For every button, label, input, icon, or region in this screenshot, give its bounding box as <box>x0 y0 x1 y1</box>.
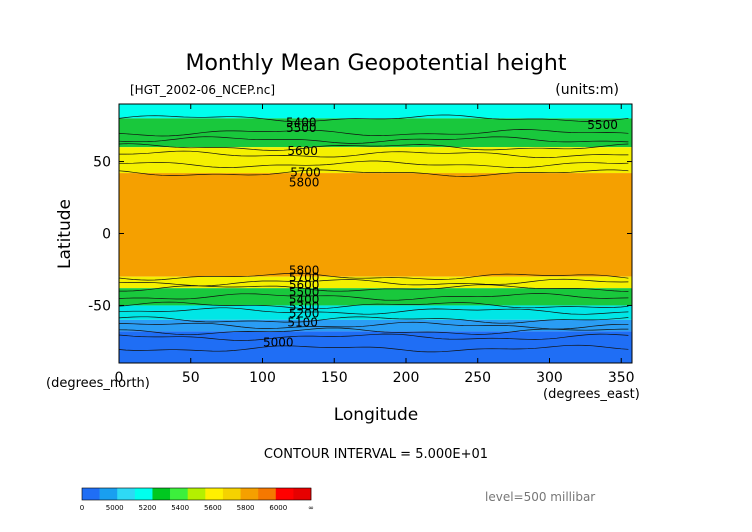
x-tick-label-100: 100 <box>249 370 276 386</box>
contour-line-10 <box>119 150 629 158</box>
colorbar-swatch-2 <box>117 488 136 500</box>
contour-band-1 <box>119 118 632 148</box>
y-tick-label--50: -50 <box>88 298 111 314</box>
colorbar-label-5: 5800 <box>237 504 255 512</box>
contour-line-0 <box>118 114 629 123</box>
contour-band-7 <box>119 319 632 332</box>
colorbar-swatch-6 <box>187 488 206 500</box>
colorbar-label-4: 5600 <box>204 504 222 512</box>
plot-area <box>119 104 632 363</box>
colorbar-swatch-11 <box>275 488 294 500</box>
colorbar-swatch-1 <box>99 488 118 500</box>
contour-line-8 <box>118 129 629 137</box>
contour-line-11 <box>119 160 629 169</box>
contour-label-9: 5500 <box>289 285 320 299</box>
contour-line-13 <box>118 293 629 301</box>
contour-label-3: 5700 <box>290 166 321 180</box>
contour-line-5 <box>118 301 629 310</box>
contour-label-14: 5000 <box>263 335 294 349</box>
x-tick-label-150: 150 <box>321 370 348 386</box>
contour-label-12: 5200 <box>289 307 320 321</box>
colorbar-label-6: 6000 <box>269 504 287 512</box>
contour-label-2: 5600 <box>287 144 318 158</box>
x-tick-label-50: 50 <box>182 370 200 386</box>
colorbar-swatch-0 <box>82 488 100 500</box>
colorbar: 0 5000 5200 5400 5600 5800 6000 ∞ <box>80 487 314 512</box>
contour-line-14 <box>118 307 629 315</box>
colorbar-label-3: 5400 <box>171 504 189 512</box>
contour-line-17 <box>118 344 629 353</box>
contour-band-2 <box>119 147 632 174</box>
contour-line-9 <box>118 136 629 144</box>
contour-line-15 <box>118 321 629 330</box>
colorbar-label-1: 5000 <box>106 504 124 512</box>
y-tick-label-50: 50 <box>93 155 111 171</box>
contour-band-4 <box>119 276 632 289</box>
contour-line-12 <box>118 278 629 287</box>
x-tick-label-250: 250 <box>464 370 491 386</box>
contour-band-3 <box>119 173 632 277</box>
colorbar-label-0: 0 <box>80 504 84 512</box>
x-tick-label-0: 0 <box>115 370 124 386</box>
contour-label-6: 5800 <box>289 263 320 277</box>
contour-line-2 <box>118 169 629 177</box>
contour-label-11: 5300 <box>289 299 320 313</box>
level-label: level=500 millibar <box>485 490 595 504</box>
file-label: [HGT_2002-06_NCEP.nc] <box>130 83 275 97</box>
colorbar-swatch-9 <box>240 488 259 500</box>
contour-interval: CONTOUR INTERVAL = 5.000E+01 <box>264 447 488 462</box>
contour-band-0 <box>119 104 632 119</box>
contour-line-4 <box>119 284 629 292</box>
contour-label-7: 5700 <box>289 271 320 285</box>
contour-lines <box>118 114 629 353</box>
y-axis-label: Latitude <box>55 199 75 269</box>
colorbar-swatch-4 <box>152 488 171 500</box>
contour-line-1 <box>118 143 629 151</box>
contour-label-8: 5600 <box>289 278 320 292</box>
contour-label-4: 5800 <box>289 176 320 190</box>
contour-labels: 5400550056005700580055005800570056005500… <box>263 115 618 349</box>
units-label: (units:m) <box>555 82 619 98</box>
contour-line-7 <box>118 327 629 336</box>
colorbar-swatch-5 <box>170 488 188 500</box>
colorbar-swatch-3 <box>134 488 153 500</box>
colorbar-label-7: ∞ <box>308 504 314 512</box>
x-axis-label: Longitude <box>334 405 419 425</box>
contour-band-5 <box>119 288 632 306</box>
x-tick-label-350: 350 <box>608 370 635 386</box>
colorbar-swatch-7 <box>205 488 224 500</box>
chart-title: Monthly Mean Geopotential height <box>185 51 566 76</box>
contour-line-3 <box>118 273 629 281</box>
x-tick-label-200: 200 <box>393 370 420 386</box>
contour-label-1: 5500 <box>286 121 317 135</box>
colorbar-frame <box>81 487 312 501</box>
colorbar-swatch-12 <box>293 488 312 500</box>
y-unit-label: (degrees_north) <box>46 376 150 391</box>
contour-label-10: 5400 <box>289 292 320 306</box>
y-tick-label-0: 0 <box>102 227 111 243</box>
axis-ticks: 0 50 100 150 200 250 300 350 -50 0 50 <box>88 104 635 386</box>
contour-line-16 <box>118 333 629 341</box>
x-unit-label: (degrees_east) <box>543 387 640 402</box>
colorbar-label-2: 5200 <box>139 504 157 512</box>
contour-label-0: 5400 <box>286 115 317 129</box>
colorbar-swatch-10 <box>258 488 277 500</box>
x-tick-label-300: 300 <box>536 370 563 386</box>
contour-line-6 <box>118 316 629 324</box>
contour-label-13: 5100 <box>287 315 318 329</box>
contour-label-5: 5500 <box>587 118 618 132</box>
colorbar-swatch-8 <box>222 488 241 500</box>
